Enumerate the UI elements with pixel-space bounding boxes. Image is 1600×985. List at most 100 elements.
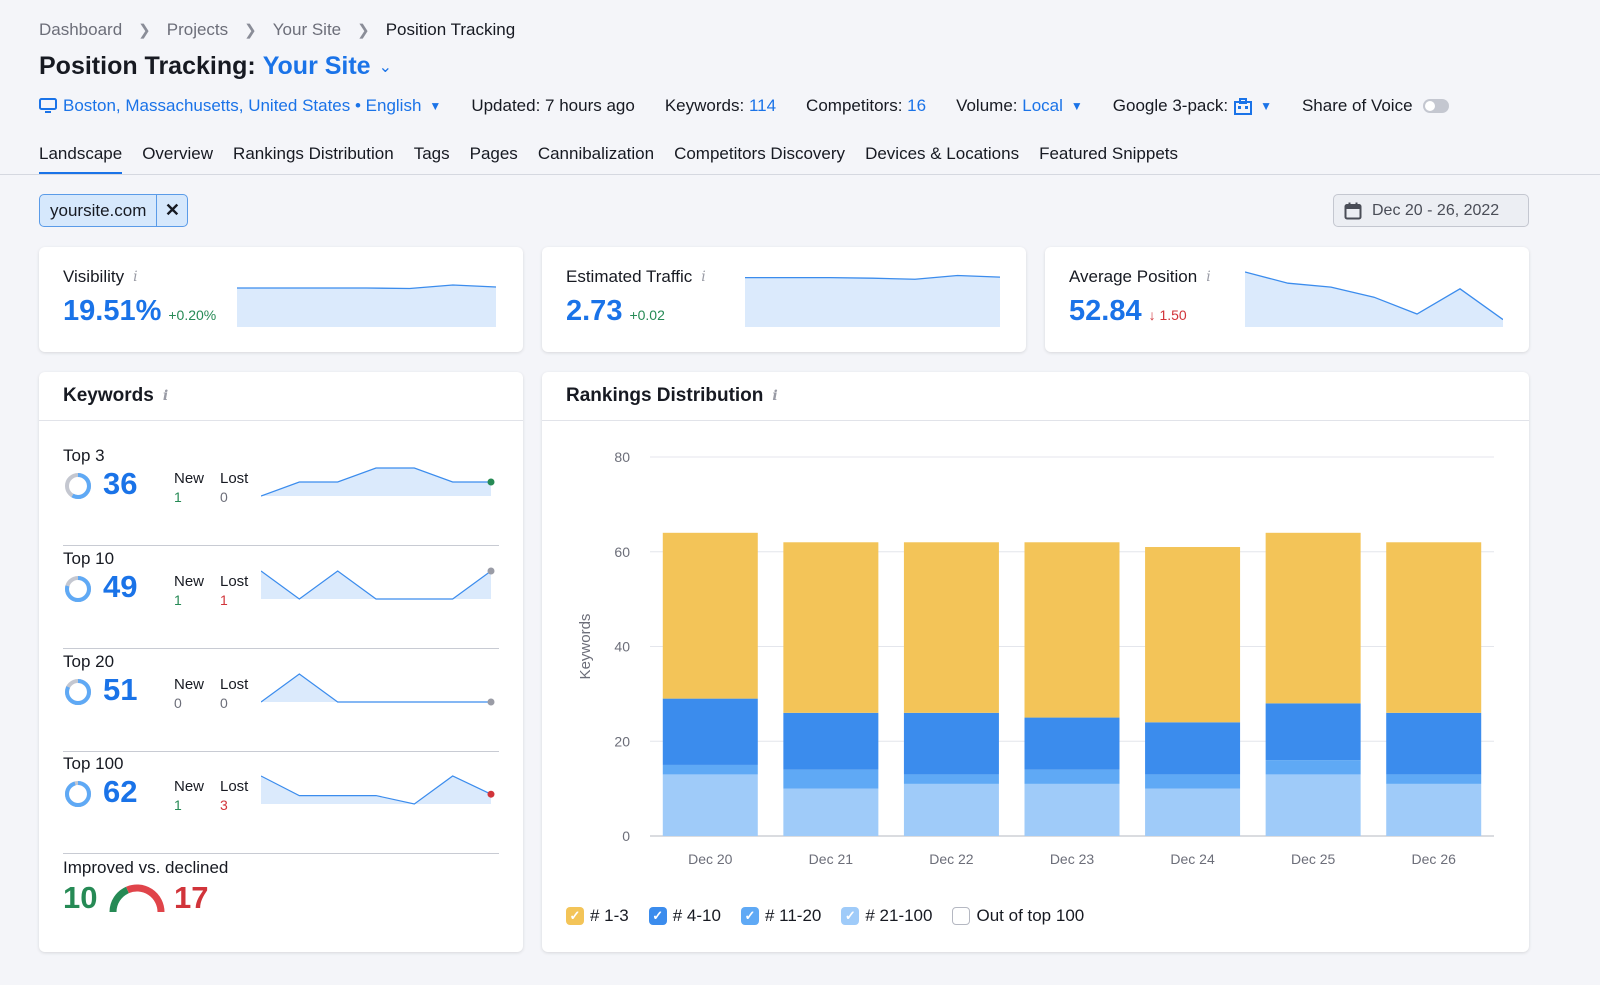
- improved-declined-values: 10 17: [63, 880, 223, 920]
- traffic-value: 2.73: [566, 295, 623, 327]
- competitors-count[interactable]: Competitors: 16: [806, 96, 926, 116]
- legend-item[interactable]: ✓ # 4-10: [648, 906, 721, 926]
- lost-keywords: Lost 0: [220, 470, 248, 505]
- keywords-count[interactable]: Keywords: 114: [665, 96, 776, 116]
- domain-filter-chip[interactable]: yoursite.com ✕: [39, 194, 189, 227]
- info-icon[interactable]: i: [1206, 269, 1211, 285]
- bar-segment: [1145, 788, 1241, 836]
- donut-fill: [65, 576, 91, 602]
- new-count: 0: [174, 695, 182, 711]
- rankings-distribution-chart: 0 20 40 60 80 Keywords Dec 20 Dec 21 Dec 22 Dec 2…: [577, 449, 1494, 867]
- bar-segment: [903, 774, 999, 784]
- avg-position-value-group: 52.84 ↓ 1.50: [1069, 295, 1187, 328]
- checkbox-icon[interactable]: [952, 907, 971, 925]
- bar-segment: [1265, 760, 1361, 775]
- info-icon[interactable]: i: [701, 269, 706, 285]
- y-tick-label: 80: [614, 449, 630, 465]
- keyword-group-name: Top 20: [63, 652, 115, 671]
- breadcrumb-your-site[interactable]: Your Site: [272, 20, 342, 39]
- chart-title: Rankings Distribution: [566, 385, 764, 406]
- project-meta-bar: Boston, Massachusetts, United States • E…: [39, 96, 1479, 116]
- bar-segment: [783, 712, 879, 770]
- date-range-label: Dec 20 - 26, 2022: [1372, 201, 1500, 219]
- legend-item[interactable]: ✓ # 1-3: [566, 906, 629, 926]
- visibility-card: Visibility i 19.51% +0.20%: [39, 247, 523, 352]
- lost-label: Lost: [220, 778, 249, 795]
- legend-label: # 21-100: [865, 906, 933, 925]
- tab-rankings-distribution[interactable]: Rankings Distribution: [233, 144, 394, 163]
- google-3pack-selector[interactable]: Google 3-pack: ▼: [1113, 96, 1272, 116]
- calendar-icon: [1344, 202, 1362, 219]
- donut-icon: [65, 473, 91, 499]
- project-selector[interactable]: Your Site: [262, 52, 371, 80]
- bar-segment: [1265, 703, 1361, 761]
- close-icon[interactable]: ✕: [156, 195, 187, 226]
- average-position-card: Average Position i 52.84 ↓ 1.50: [1045, 247, 1529, 352]
- donut-fill: [65, 781, 91, 807]
- desktop-icon: [39, 98, 57, 113]
- sparkline-end-dot: [487, 478, 495, 486]
- legend-item[interactable]: Out of top 100: [952, 906, 1084, 926]
- lost-count: 3: [220, 797, 228, 813]
- info-icon[interactable]: i: [133, 269, 138, 285]
- sparkline-area: [1245, 272, 1503, 327]
- checkbox-checked-icon[interactable]: ✓: [841, 907, 860, 925]
- tab-devices-locations[interactable]: Devices & Locations: [865, 144, 1020, 163]
- chart-legend: ✓ # 1-3 ✓ # 4-10 ✓ # 11-20 ✓ # 21-100 Out of top…: [566, 906, 1104, 926]
- keyword-group-row[interactable]: Top 100 62 New 1 Lost 3: [63, 754, 499, 854]
- legend-item[interactable]: ✓ # 11-20: [740, 906, 821, 926]
- keyword-group-row[interactable]: Top 20 51 New 0 Lost 0: [63, 652, 499, 752]
- bar-segment: [1024, 542, 1120, 718]
- date-range-picker[interactable]: Dec 20 - 26, 2022: [1333, 194, 1529, 227]
- traffic-value-group: 2.73 +0.02: [566, 295, 665, 328]
- volume-selector[interactable]: Volume: Local ▼: [956, 96, 1083, 116]
- info-icon[interactable]: i: [772, 388, 778, 404]
- competitors-count-value: 16: [907, 96, 927, 115]
- tab-competitors-discovery[interactable]: Competitors Discovery: [674, 144, 846, 163]
- bar-segment: [662, 774, 758, 836]
- share-of-voice-toggle[interactable]: Share of Voice: [1302, 96, 1449, 116]
- x-tick-label: Dec 23: [1050, 851, 1095, 867]
- avg-position-label: Average Position: [1069, 267, 1198, 286]
- breadcrumb-dashboard[interactable]: Dashboard: [39, 20, 123, 39]
- chevron-down-icon[interactable]: ⌄: [378, 58, 392, 76]
- keyword-group-row[interactable]: Top 10 49 New 1 Lost 1: [63, 549, 499, 649]
- toggle-switch[interactable]: [1422, 99, 1449, 113]
- chevron-down-icon: ▼: [429, 99, 442, 113]
- bar-segment: [1024, 717, 1120, 770]
- bar-segment: [1265, 532, 1361, 704]
- x-tick-label: Dec 22: [929, 851, 974, 867]
- rankings-distribution-header: Rankings Distribution i: [542, 372, 1529, 421]
- tab-tags[interactable]: Tags: [413, 144, 450, 163]
- keyword-group-value: 51: [103, 672, 138, 707]
- page-title-prefix: Position Tracking:: [39, 52, 256, 80]
- keyword-group-value: 62: [103, 774, 138, 809]
- tab-pages[interactable]: Pages: [469, 144, 518, 163]
- legend-item[interactable]: ✓ # 21-100: [841, 906, 932, 926]
- breadcrumb-projects[interactable]: Projects: [166, 20, 229, 39]
- info-icon[interactable]: i: [162, 388, 169, 404]
- avg-position-title: Average Position i: [1069, 267, 1211, 287]
- bar-segment: [903, 712, 999, 775]
- location-selector[interactable]: Boston, Massachusetts, United States • E…: [39, 96, 441, 116]
- location-label: Boston, Massachusetts, United States • E…: [63, 96, 422, 115]
- keywords-card-header: Keywords i: [39, 372, 523, 421]
- new-label: New: [174, 676, 205, 693]
- tab-landscape[interactable]: Landscape: [39, 144, 123, 174]
- keyword-sparkline: [261, 775, 495, 805]
- checkbox-checked-icon[interactable]: ✓: [648, 907, 667, 925]
- checkbox-checked-icon[interactable]: ✓: [740, 907, 759, 925]
- visibility-value-group: 19.51% +0.20%: [63, 295, 216, 328]
- keyword-sparkline: [261, 567, 495, 600]
- tab-overview[interactable]: Overview: [142, 144, 214, 163]
- tab-featured-snippets[interactable]: Featured Snippets: [1039, 144, 1179, 163]
- keyword-group-row[interactable]: Top 3 36 New 1 Lost 0: [63, 446, 499, 546]
- visibility-title: Visibility i: [63, 267, 138, 287]
- tab-cannibalization[interactable]: Cannibalization: [537, 144, 655, 163]
- chevron-down-icon: ▼: [1070, 99, 1083, 113]
- page-title: Position Tracking: Your Site ⌄: [39, 52, 392, 81]
- lost-keywords: Lost 0: [220, 676, 248, 711]
- keyword-sparkline: [261, 673, 495, 706]
- x-tick-label: Dec 26: [1412, 851, 1457, 867]
- checkbox-checked-icon[interactable]: ✓: [566, 907, 584, 925]
